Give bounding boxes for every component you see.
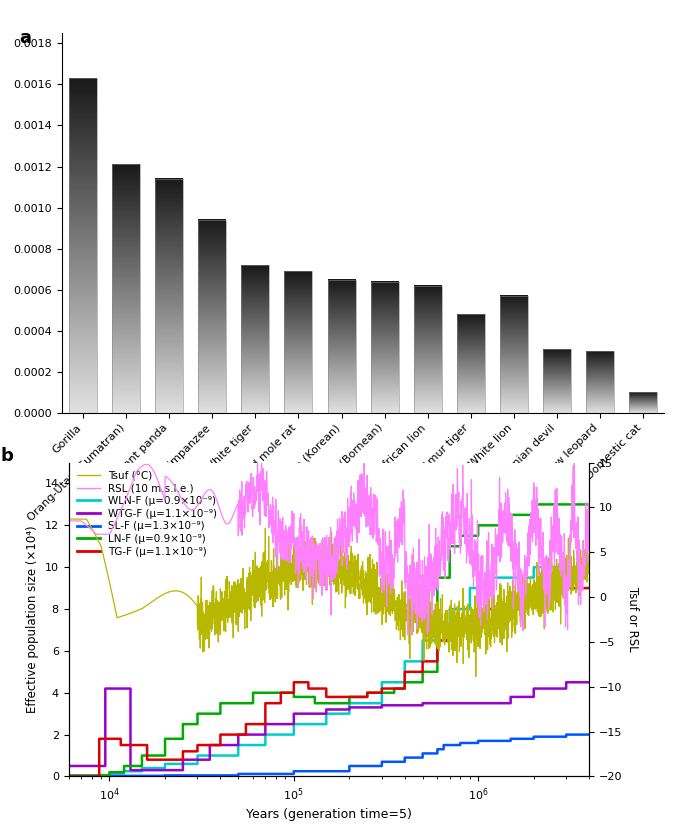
- Bar: [327, 279, 356, 413]
- Y-axis label: Tsuf or RSL: Tsuf or RSL: [626, 587, 639, 652]
- Bar: [155, 179, 184, 413]
- Bar: [112, 164, 140, 413]
- Bar: [457, 315, 485, 413]
- Bar: [284, 271, 312, 413]
- Bar: [371, 282, 399, 413]
- Bar: [199, 220, 226, 413]
- Bar: [241, 265, 269, 413]
- Y-axis label: Effective population size (×10⁴): Effective population size (×10⁴): [26, 525, 39, 714]
- X-axis label: Years (generation time=5): Years (generation time=5): [246, 809, 412, 821]
- Bar: [69, 78, 97, 413]
- Bar: [586, 351, 614, 413]
- Bar: [629, 392, 657, 413]
- Legend: Tsuf (°C), RSL (10 m.s.l.e.), WLN-F (μ=0.9×10⁻⁹), WTG-F (μ=1.1×10⁻⁹), SL-F (μ=1.: Tsuf (°C), RSL (10 m.s.l.e.), WLN-F (μ=0…: [74, 468, 220, 560]
- Bar: [500, 296, 527, 413]
- Text: b: b: [1, 447, 14, 465]
- Text: a: a: [19, 29, 32, 47]
- Bar: [414, 286, 442, 413]
- Bar: [543, 349, 571, 413]
